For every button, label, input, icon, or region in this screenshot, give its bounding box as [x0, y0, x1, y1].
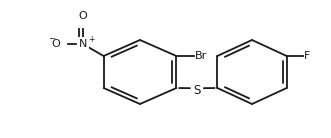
Text: Br: Br: [195, 51, 208, 61]
Text: −: −: [48, 34, 55, 43]
Text: S: S: [193, 83, 201, 96]
Text: +: +: [88, 34, 94, 43]
Text: O: O: [51, 39, 60, 49]
Text: O: O: [78, 11, 87, 21]
Text: F: F: [304, 51, 310, 61]
Text: N: N: [79, 39, 87, 49]
